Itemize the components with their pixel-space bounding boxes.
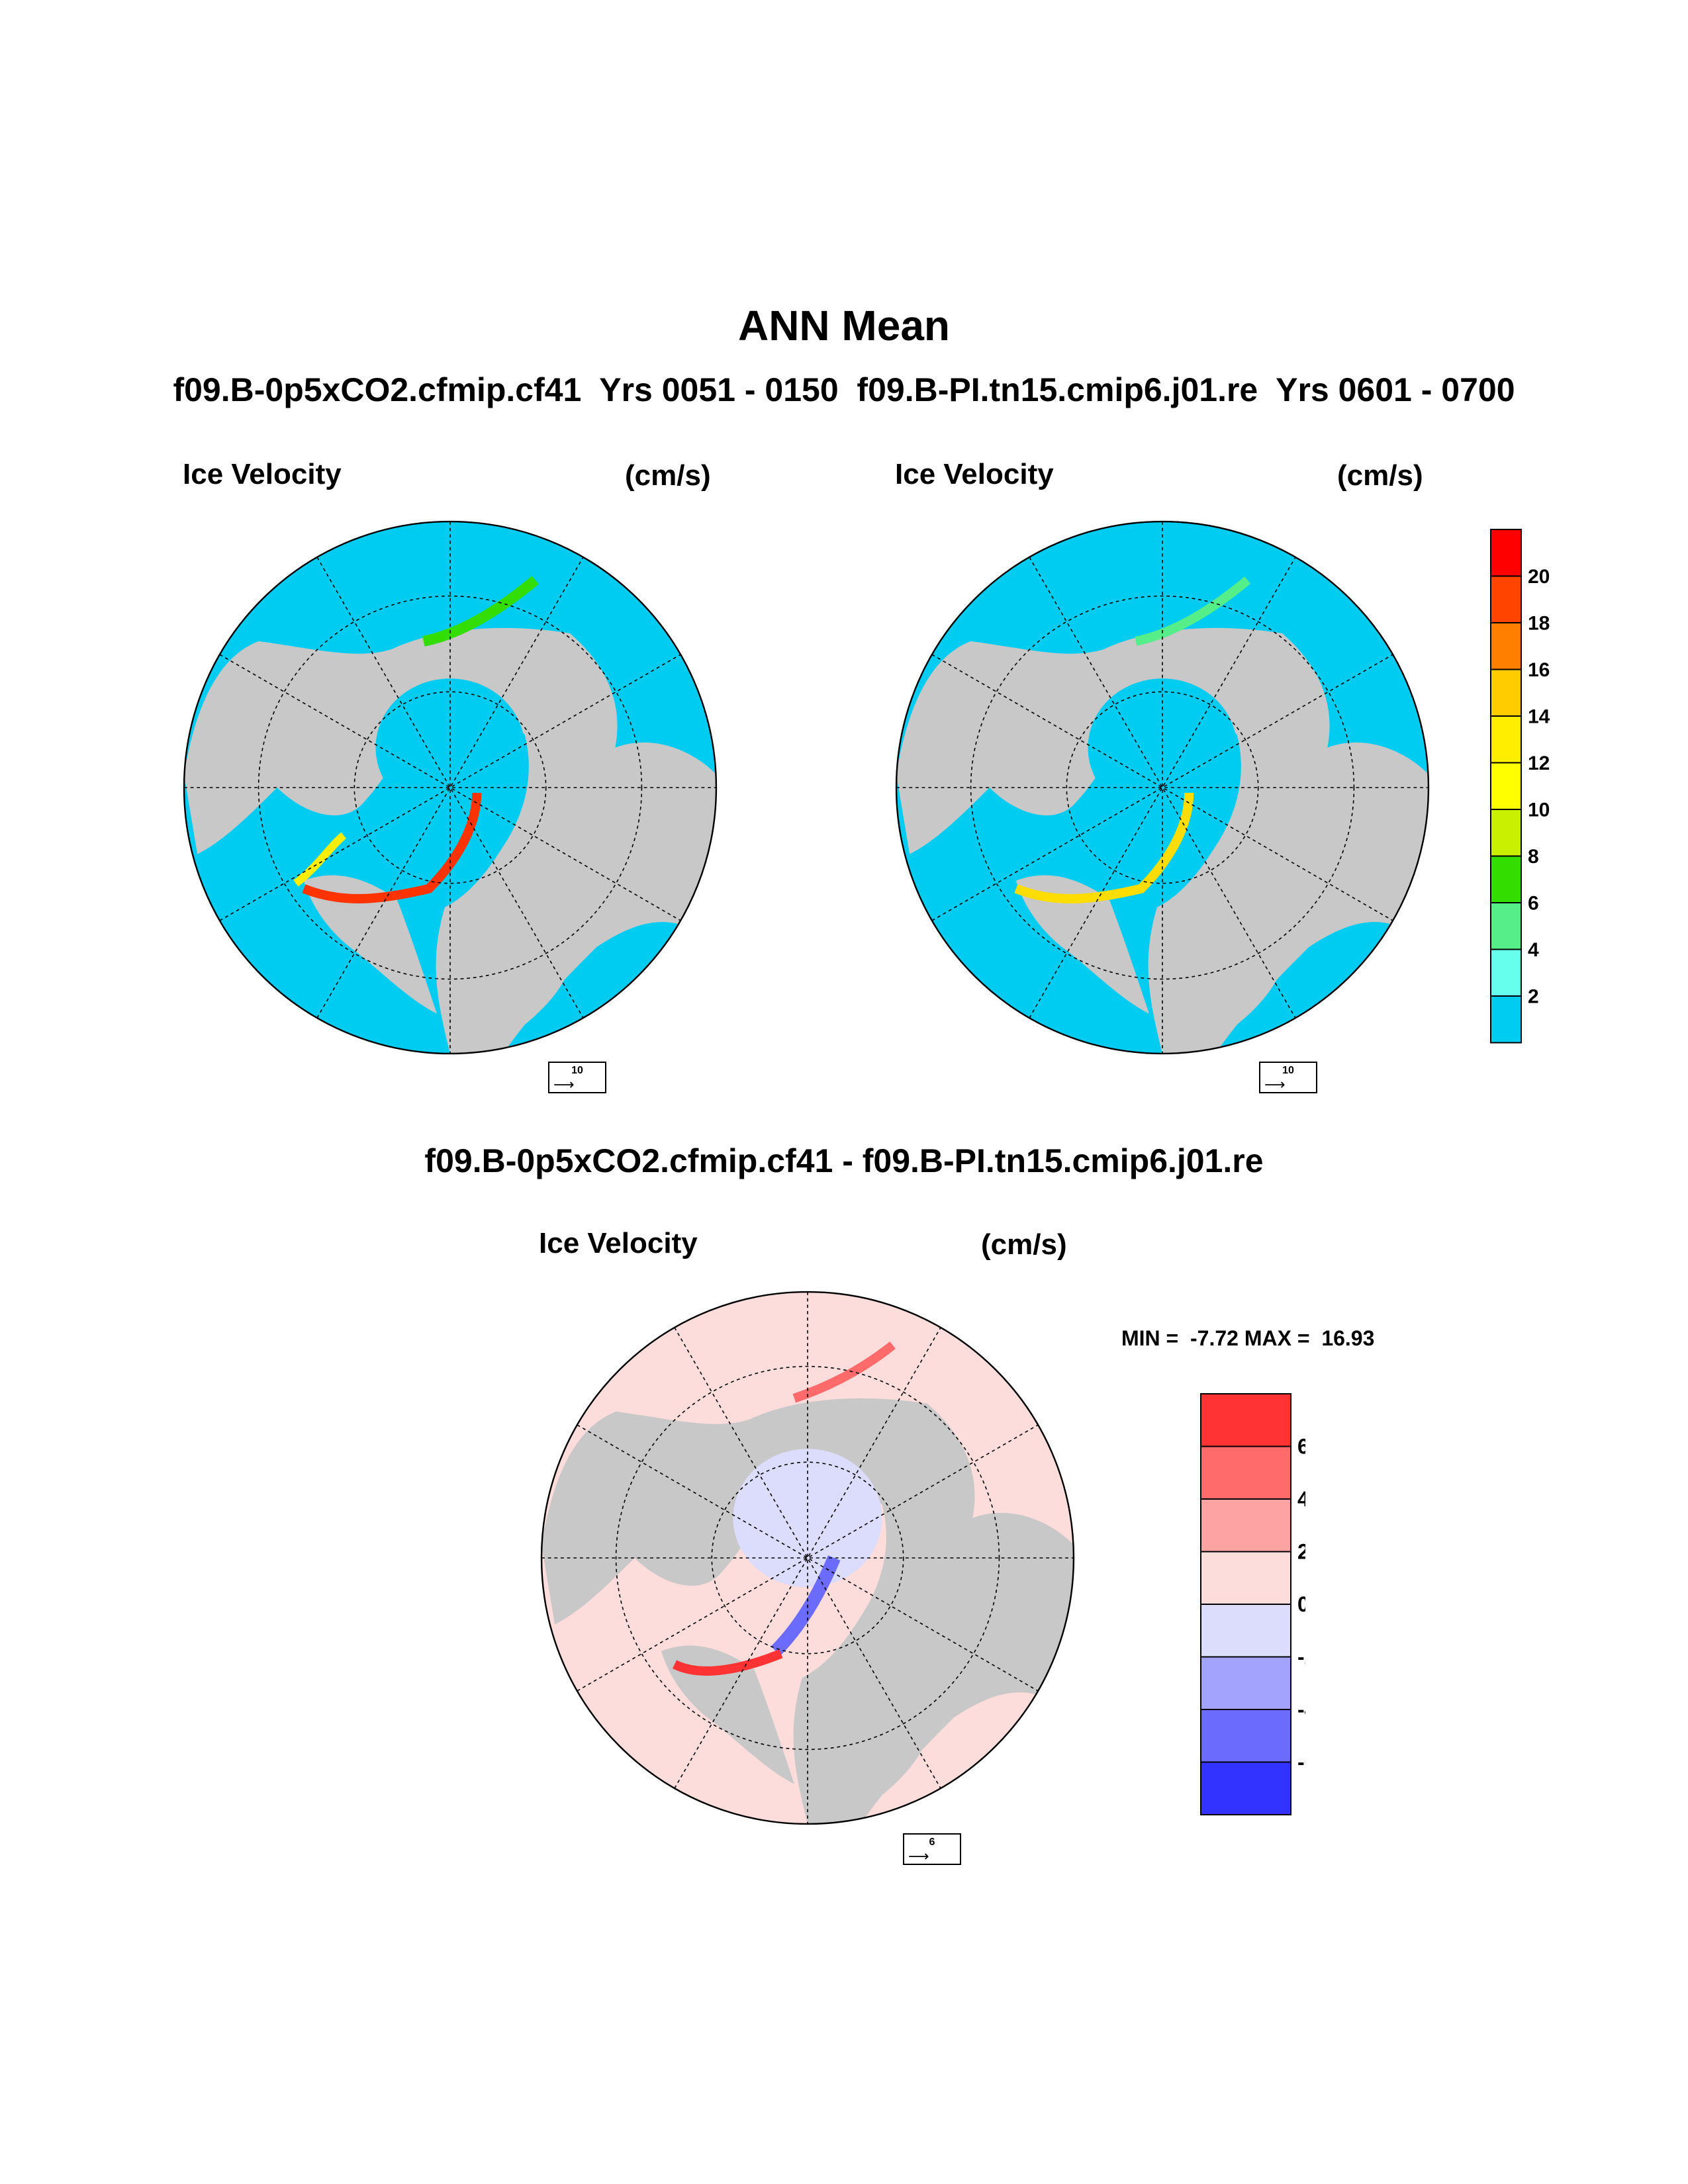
panel2-graticule: [896, 522, 1429, 1054]
panel1-drift-band-north: [422, 576, 539, 647]
difference-title: f09.B-0p5xCO2.cfmip.cf41 - f09.B-PI.tn15…: [424, 1142, 1264, 1179]
panel2-variable-label: Ice Velocity: [895, 458, 1054, 490]
top-colorbar-tick-label: 16: [1528, 659, 1550, 681]
diff-colorbar-tick-label: -2: [1297, 1645, 1305, 1669]
panel2-reference-vector-label: 10: [1282, 1065, 1294, 1076]
panel2-units-label: (cm/s): [1337, 459, 1423, 492]
panel1-reference-arrow-icon: ⟶: [553, 1076, 575, 1093]
top-colorbar: 20 18 16 14 12 10 8 6 4 2: [1490, 529, 1550, 1044]
top-colorbar-tick-label: 18: [1528, 613, 1550, 635]
panel3-map-border: [540, 1291, 1075, 1825]
panel1-polar-map: [183, 520, 718, 1055]
top-colorbar-tick-label: 4: [1528, 939, 1539, 961]
diff-colorbar-tick-label: -6: [1297, 1751, 1305, 1774]
panel3-positive-band: [672, 1649, 783, 1676]
top-colorbar-box: [1490, 668, 1522, 717]
panel1-graticule: [184, 522, 716, 1054]
top-colorbar-box: [1490, 529, 1522, 577]
diff-colorbar-box: [1200, 1551, 1291, 1605]
top-colorbar-box: [1490, 762, 1522, 810]
panel3-negative-band: [771, 1555, 841, 1656]
diff-colorbar-box: [1200, 1656, 1291, 1710]
top-colorbar-box: [1490, 715, 1522, 764]
top-colorbar-tick-label: 2: [1528, 986, 1539, 1008]
panel1-variable-label: Ice Velocity: [183, 458, 342, 490]
top-colorbar-tick-label: 8: [1528, 846, 1539, 868]
top-colorbar-box: [1490, 575, 1522, 623]
panel2-polar-map: [895, 520, 1430, 1055]
top-colorbar-tick-label: 14: [1528, 706, 1550, 728]
panel3-graticule: [541, 1292, 1074, 1824]
diff-min-max-stats: MIN = -7.72 MAX = 16.93: [1121, 1326, 1375, 1350]
panel2-map-border: [895, 520, 1430, 1055]
panel1-drift-band-west: [293, 832, 347, 887]
panel3-variable-label: Ice Velocity: [539, 1227, 698, 1259]
panel2-reference-arrow-icon: ⟶: [1264, 1076, 1286, 1093]
panel1-reference-vector-box: 10 ⟶: [548, 1062, 606, 1093]
panel2-reference-vector-box: 10 ⟶: [1259, 1062, 1317, 1093]
top-colorbar-box: [1490, 622, 1522, 670]
diff-colorbar-tick-label: 4: [1297, 1487, 1305, 1511]
diff-colorbar-box: [1200, 1709, 1291, 1763]
top-colorbar-box: [1490, 995, 1522, 1044]
diff-colorbar-box: [1200, 1761, 1291, 1815]
figure-title: ANN Mean: [737, 302, 951, 349]
figure-subtitle: f09.B-0p5xCO2.cfmip.cf41 Yrs 0051 - 0150…: [173, 371, 1515, 408]
diff-colorbar-box: [1200, 1604, 1291, 1658]
panel3-reference-arrow-icon: ⟶: [908, 1848, 929, 1864]
top-colorbar-box: [1490, 855, 1522, 903]
difference-colorbar: 6 4 2 0 -2 -4 -6: [1200, 1393, 1305, 1815]
diff-colorbar-tick-label: 0: [1297, 1592, 1305, 1616]
top-colorbar-tick-label: 6: [1528, 893, 1539, 915]
panel3-reference-vector-box: 6 ⟶: [903, 1833, 961, 1865]
diff-colorbar-box: [1200, 1445, 1291, 1500]
top-colorbar-tick-label: 20: [1528, 566, 1550, 588]
top-colorbar-box: [1490, 809, 1522, 857]
panel3-difference-polar-map: [540, 1291, 1075, 1825]
diff-colorbar-tick-label: -4: [1297, 1698, 1305, 1721]
top-colorbar-box: [1490, 902, 1522, 950]
panel1-units-label: (cm/s): [625, 459, 711, 492]
diff-colorbar-box: [1200, 1498, 1291, 1553]
diff-colorbar-tick-label: 2: [1297, 1540, 1305, 1564]
panel2-drift-band-north: [1135, 576, 1251, 646]
diff-colorbar-box: [1200, 1393, 1291, 1447]
top-colorbar-tick-label: 10: [1528, 799, 1550, 821]
diff-colorbar-tick-label: 6: [1297, 1435, 1305, 1459]
panel1-reference-vector-label: 10: [571, 1065, 583, 1076]
panel3-positive-band-north: [792, 1341, 896, 1403]
top-colorbar-tick-label: 12: [1528, 752, 1550, 774]
panel3-reference-vector-label: 6: [929, 1837, 935, 1848]
top-colorbar-box: [1490, 948, 1522, 997]
panel1-map-border: [183, 520, 718, 1055]
panel3-units-label: (cm/s): [981, 1228, 1067, 1261]
